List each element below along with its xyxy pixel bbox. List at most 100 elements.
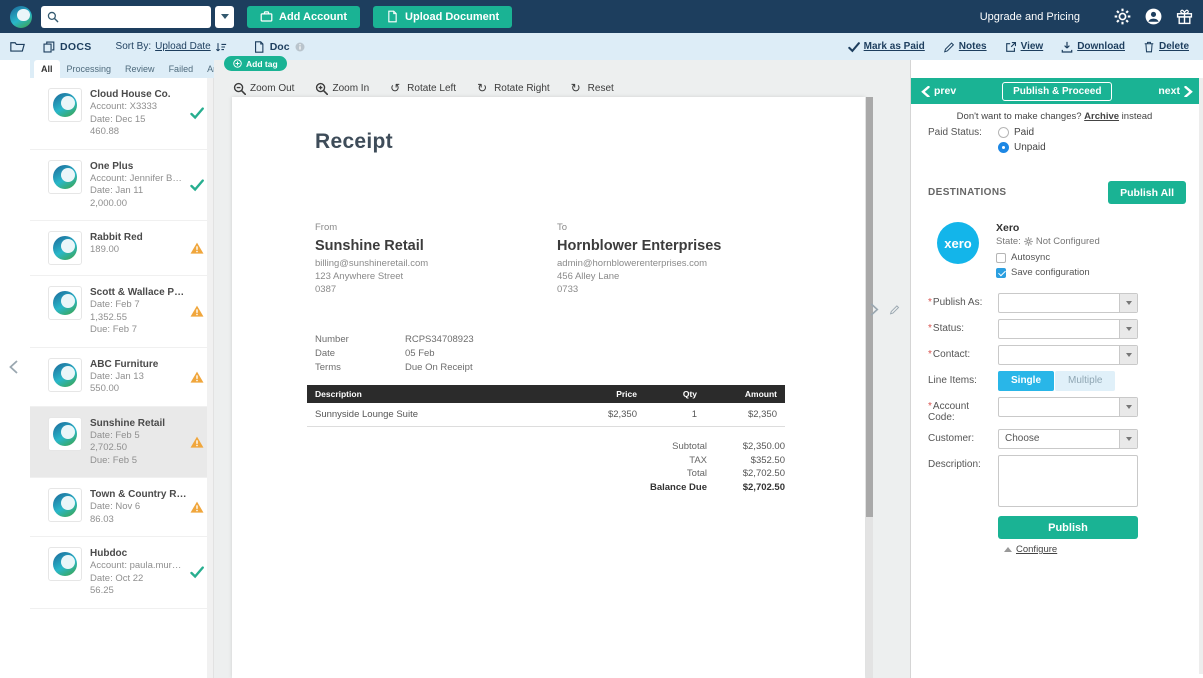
viewer-tool-zoom-in[interactable]: Zoom In xyxy=(315,82,369,95)
doc-list-item[interactable]: Town & Country Real EstateDate: Nov 686.… xyxy=(30,478,213,537)
receipt-to-block: To Hornblower Enterprises admin@hornblow… xyxy=(557,221,799,296)
upload-document-button[interactable]: Upload Document xyxy=(373,5,513,28)
archive-link[interactable]: Archive xyxy=(1084,111,1120,122)
viewer-tool-label: Rotate Right xyxy=(494,83,550,94)
zoom-in-icon xyxy=(315,82,329,95)
tab-failed[interactable]: Failed xyxy=(168,64,194,74)
hubdoc-thumb-icon xyxy=(53,236,77,260)
action-notes[interactable]: Notes xyxy=(943,41,987,53)
paid-option-unpaid[interactable]: Unpaid xyxy=(998,142,1046,153)
search-input[interactable] xyxy=(63,9,205,24)
xero-destination: xero Xero State: Not Configured Autosync xyxy=(911,204,1198,278)
field-label-account-code: *Account Code: xyxy=(928,401,970,423)
from-label: From xyxy=(315,222,338,233)
settings-gear-icon[interactable] xyxy=(1114,8,1131,25)
to-line: 0733 xyxy=(557,284,579,295)
next-button[interactable]: next xyxy=(1158,85,1193,97)
publish-and-proceed-button[interactable]: Publish & Proceed xyxy=(1002,81,1113,101)
table-cell: $2,350 xyxy=(747,409,777,420)
select-publish-as[interactable] xyxy=(998,293,1138,313)
destinations-label: DESTINATIONS xyxy=(928,187,1007,198)
toggle-single[interactable]: Single xyxy=(998,371,1055,391)
viewer-tool-reset[interactable]: ↻ Reset xyxy=(571,82,614,95)
description-textarea[interactable] xyxy=(998,455,1138,507)
autosync-checkbox-box[interactable] xyxy=(996,252,1006,263)
external-icon xyxy=(1005,41,1017,53)
info-icon[interactable] xyxy=(295,42,305,52)
table-cell: Sunnyside Lounge Suite xyxy=(315,409,418,420)
archive-note-suffix: instead xyxy=(1121,111,1153,122)
panel-scrollbar[interactable] xyxy=(1199,78,1203,674)
collapse-sidebar-chevron-icon[interactable] xyxy=(8,360,19,374)
tab-review[interactable]: Review xyxy=(125,64,155,74)
publish-all-button[interactable]: Publish All xyxy=(1108,181,1186,204)
document-icon xyxy=(386,10,399,23)
folder-icon[interactable] xyxy=(10,40,25,53)
sort-value-link[interactable]: Upload Date xyxy=(155,41,211,52)
hubdoc-logo[interactable] xyxy=(10,5,32,28)
add-tag-button[interactable]: Add tag xyxy=(224,56,287,71)
expand-panel-chevron-icon[interactable] xyxy=(869,303,880,316)
user-account-icon[interactable] xyxy=(1145,8,1162,25)
doc-thumbnail xyxy=(48,286,82,320)
action-mark-as-paid[interactable]: Mark as Paid xyxy=(847,41,925,53)
save-configuration-checkbox-box[interactable] xyxy=(996,267,1006,278)
radio-unpaid[interactable] xyxy=(998,142,1009,153)
tab-processing[interactable]: Processing xyxy=(66,64,112,74)
field-line-items: Line Items: Single Multiple xyxy=(911,368,1198,394)
prev-button[interactable]: prev xyxy=(921,85,956,97)
publish-nav-bar: prev Publish & Proceed next xyxy=(911,78,1203,104)
select-customer[interactable]: Choose xyxy=(998,429,1138,449)
save-configuration-checkbox[interactable]: Save configuration xyxy=(996,267,1100,278)
action-download[interactable]: Download xyxy=(1061,41,1125,53)
select-contact[interactable] xyxy=(998,345,1138,365)
doc-detail-line: Due: Feb 5 xyxy=(90,454,137,466)
paid-option-paid[interactable]: Paid xyxy=(998,127,1046,138)
receipt-meta: Number RCPS34708923 Date 05 Feb Terms Due On … xyxy=(315,333,474,375)
tab-all[interactable]: All xyxy=(34,60,60,78)
toggle-multiple[interactable]: Multiple xyxy=(1055,371,1116,391)
doc-list-item[interactable]: Scott & Wallace ProjectDate: Feb 71,352.… xyxy=(30,276,213,348)
action-delete[interactable]: Delete xyxy=(1143,41,1189,53)
action-label-mark-as-paid: Mark as Paid xyxy=(863,41,925,52)
doc-list-item[interactable]: Sunshine Retail Date: Feb 5 2,702.50 Due: F… xyxy=(30,406,213,478)
annotate-pencil-icon[interactable] xyxy=(889,303,900,316)
meta-value: Due On Receipt xyxy=(405,362,473,373)
caret-down-icon xyxy=(1125,301,1132,305)
field-label-status: *Status: xyxy=(928,323,965,334)
radio-paid[interactable] xyxy=(998,127,1009,138)
configure-link[interactable]: Configure xyxy=(1016,544,1058,555)
totals-value: $352.50 xyxy=(750,454,785,466)
gear-small-icon xyxy=(1024,237,1033,246)
select-account-code[interactable] xyxy=(998,397,1138,417)
warning-icon xyxy=(190,500,204,514)
select-status[interactable] xyxy=(998,319,1138,339)
autosync-checkbox[interactable]: Autosync xyxy=(996,252,1100,263)
doc-detail-line: 2,000.00 xyxy=(90,197,127,209)
doc-detail-line: 2,702.50 xyxy=(90,442,127,453)
doc-list-item[interactable]: ABC Furniture Date: Jan 13 550.00 xyxy=(30,347,213,407)
viewer-tool-rotate-right[interactable]: ↻ Rotate Right xyxy=(477,82,550,95)
doc-list-item[interactable]: Rabbit Red 189.00 xyxy=(30,221,213,276)
doclist-scrollbar[interactable] xyxy=(207,78,213,678)
publish-button[interactable]: Publish xyxy=(998,516,1138,539)
viewer-tool-rotate-left[interactable]: ↺ Rotate Left xyxy=(390,82,456,95)
doc-list-item[interactable]: One Plus Account: Jennifer Bailey Date: Ja… xyxy=(30,149,213,221)
archive-note: Don't want to make changes? Archive inst… xyxy=(911,111,1198,122)
archive-note-prefix: Don't want to make changes? xyxy=(956,111,1082,122)
sort-control[interactable]: Sort By: Upload Date xyxy=(116,41,227,53)
action-view[interactable]: View xyxy=(1005,41,1043,53)
search-filter-caret-button[interactable] xyxy=(215,5,234,28)
doc-list-item[interactable]: Cloud House Co. Account: X3333 Date: Dec 1… xyxy=(30,78,213,150)
add-account-button[interactable]: Add Account xyxy=(247,5,361,28)
doc-detail-line: Date: Jan 13 xyxy=(90,370,144,382)
viewer-scrollbar[interactable] xyxy=(866,97,873,678)
warning-icon xyxy=(190,370,204,384)
viewer-tool-zoom-out[interactable]: Zoom Out xyxy=(233,82,294,95)
action-label-notes: Notes xyxy=(958,41,987,52)
upgrade-and-pricing-link[interactable]: Upgrade and Pricing xyxy=(979,10,1080,23)
reset-icon: ↻ xyxy=(570,81,581,95)
required-asterisk: * xyxy=(928,297,932,308)
gift-icon[interactable] xyxy=(1176,8,1193,25)
